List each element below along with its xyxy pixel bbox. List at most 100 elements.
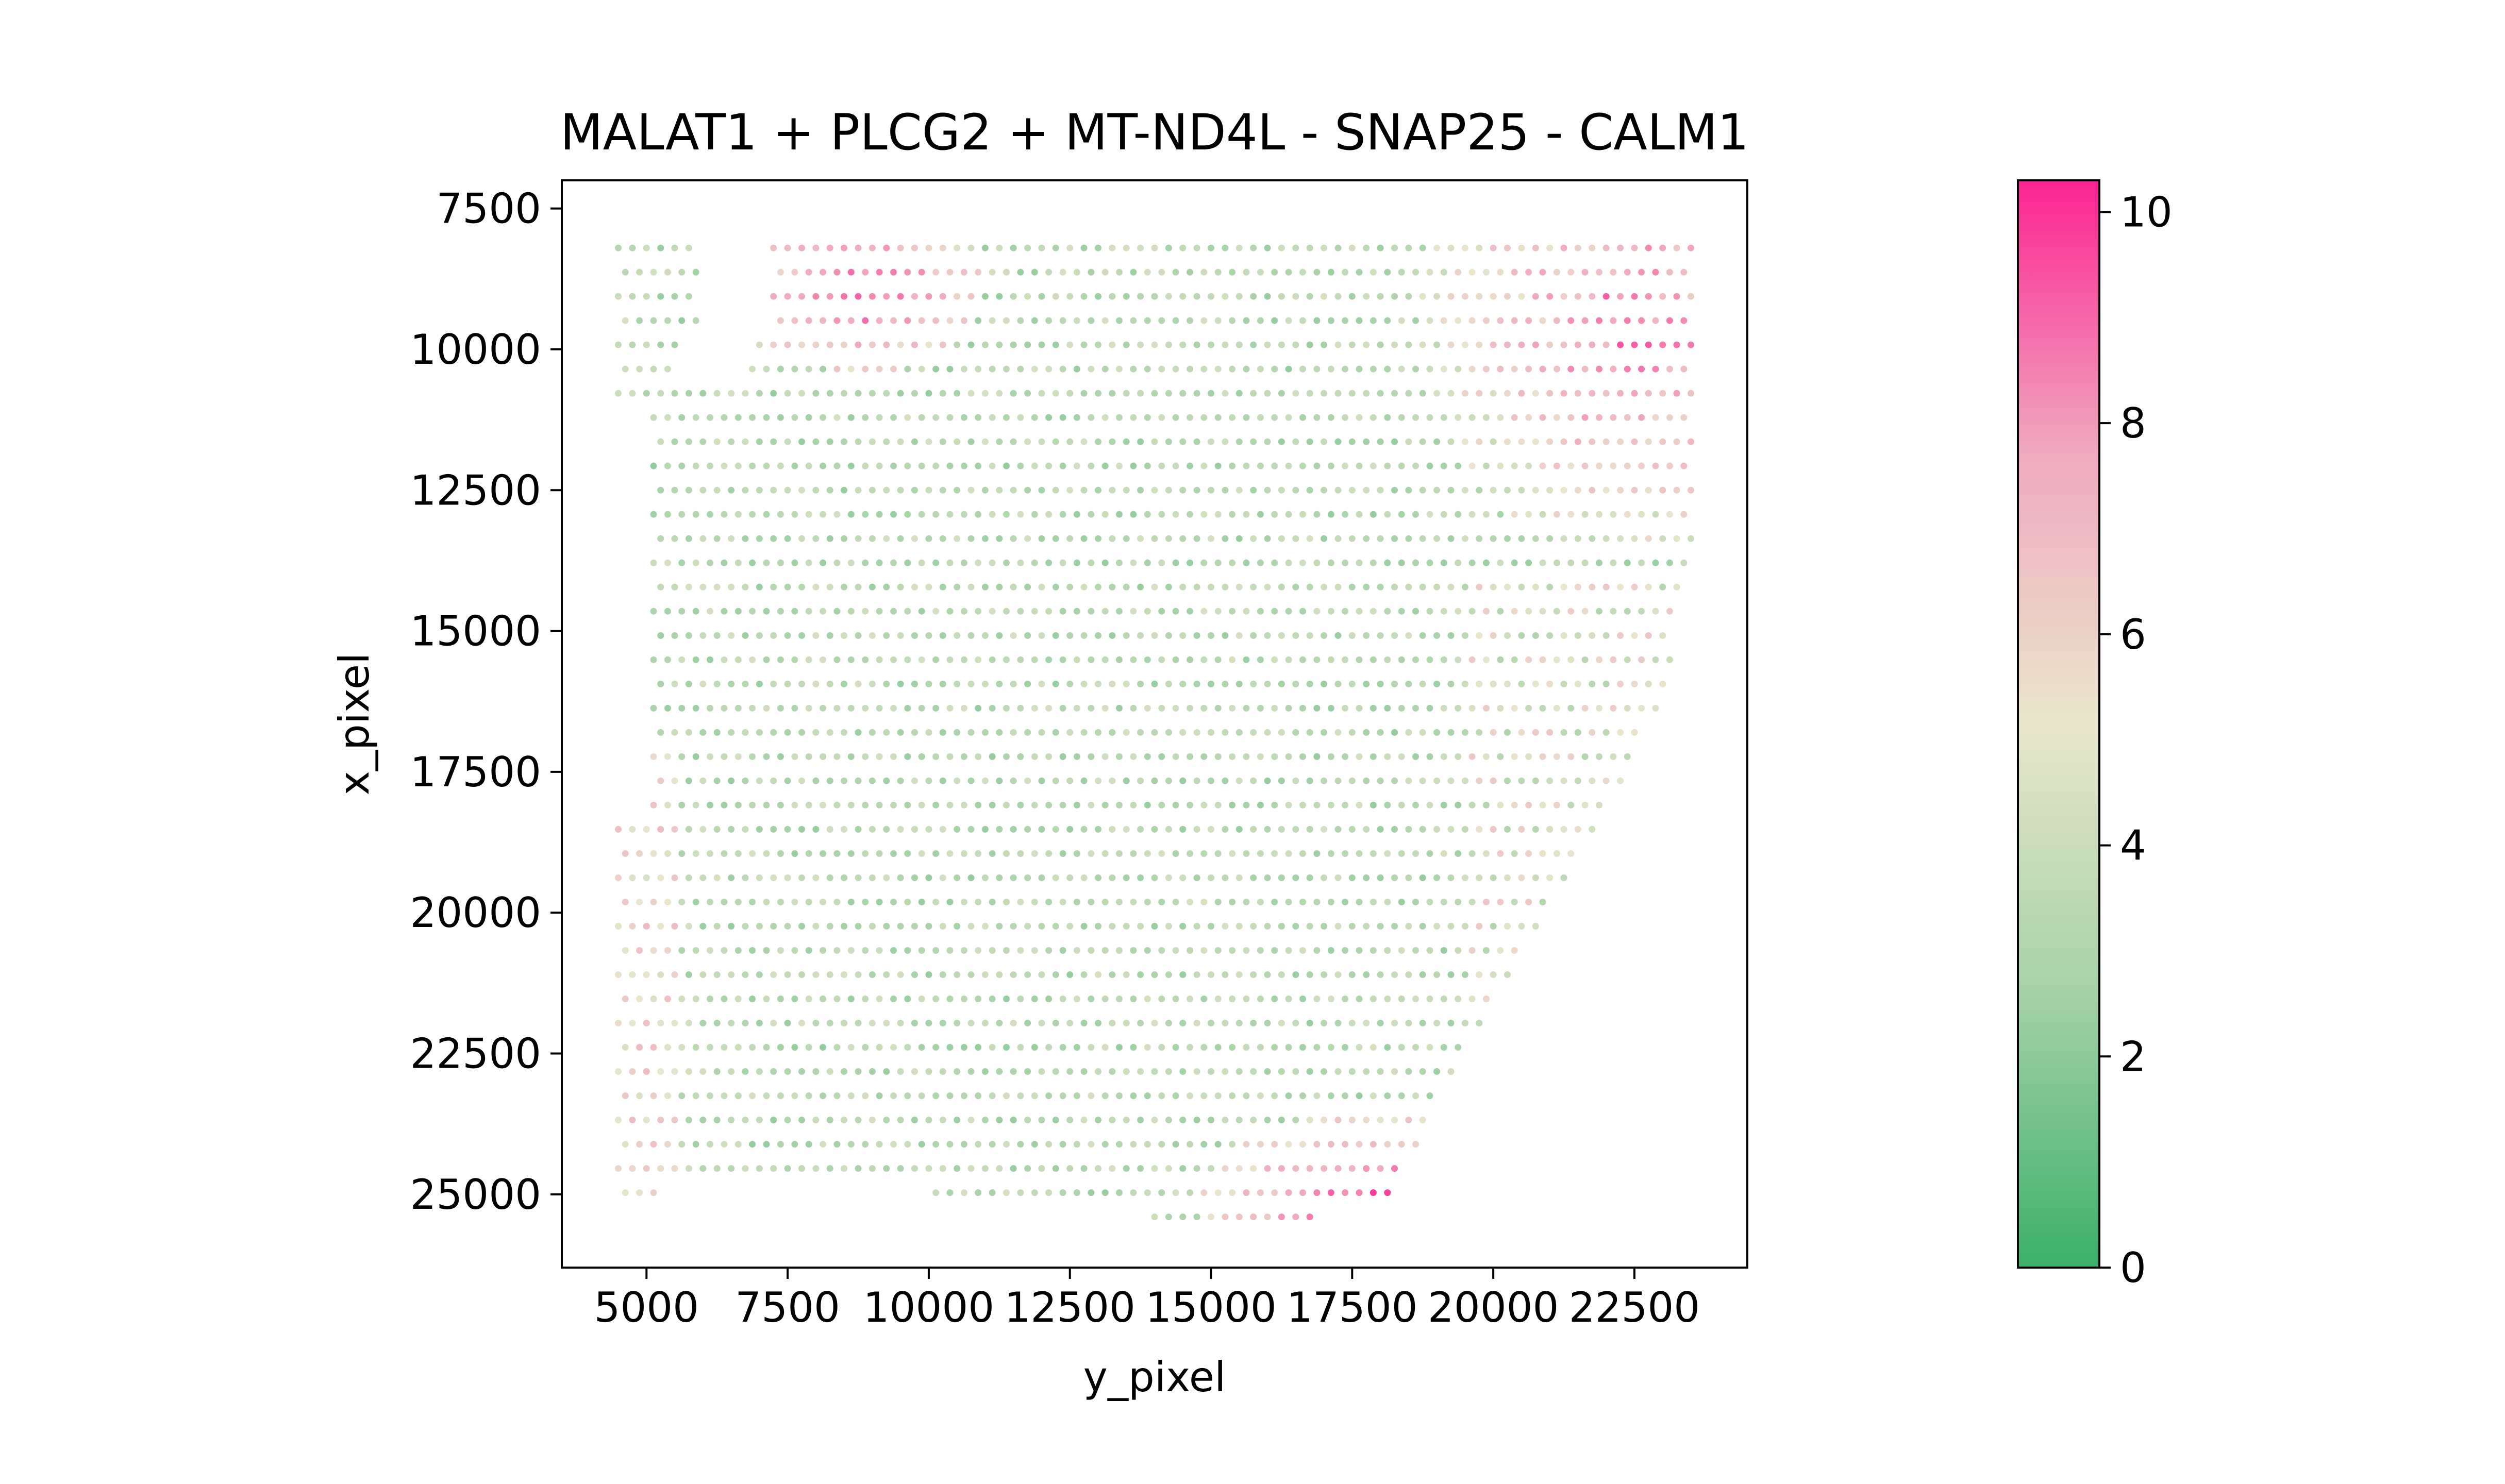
scatter-spot — [1003, 801, 1010, 808]
scatter-spot — [1426, 365, 1433, 373]
scatter-spot — [911, 1165, 918, 1172]
scatter-spot — [728, 874, 735, 881]
scatter-spot — [918, 559, 925, 566]
scatter-spot — [1052, 390, 1059, 397]
scatter-spot — [954, 632, 961, 639]
scatter-spot — [1511, 317, 1518, 324]
scatter-spot — [1574, 341, 1581, 348]
scatter-spot — [1306, 341, 1313, 348]
x-tick-label: 20000 — [1428, 1284, 1559, 1331]
scatter-spot — [1363, 874, 1370, 881]
scatter-spot — [897, 535, 904, 542]
scatter-spot — [1624, 704, 1631, 712]
scatter-spot — [932, 1141, 940, 1148]
scatter-spot — [1151, 535, 1158, 542]
scatter-spot — [1109, 535, 1116, 542]
scatter-spot — [1031, 1044, 1038, 1051]
scatter-spot — [1342, 656, 1349, 663]
scatter-spot — [1109, 874, 1116, 881]
scatter-spot — [699, 923, 707, 930]
scatter-spot — [1624, 753, 1631, 760]
scatter-spot — [918, 850, 925, 857]
plot-frame — [561, 179, 1748, 1269]
scatter-spot — [1193, 777, 1200, 784]
scatter-spot — [805, 511, 812, 518]
scatter-spot — [1652, 656, 1659, 663]
scatter-spot — [1292, 1165, 1299, 1172]
scatter-spot — [1652, 559, 1659, 566]
scatter-spot — [1158, 996, 1165, 1002]
scatter-spot — [1490, 971, 1497, 978]
scatter-spot — [1384, 462, 1391, 469]
scatter-spot — [1222, 729, 1229, 736]
scatter-spot — [805, 801, 812, 808]
scatter-spot — [1059, 1044, 1066, 1051]
scatter-spot — [650, 608, 657, 615]
scatter-spot — [1391, 825, 1398, 833]
scatter-spot — [1031, 414, 1038, 421]
scatter-spot — [1123, 390, 1130, 397]
scatter-spot — [671, 632, 678, 639]
scatter-spot — [1158, 317, 1165, 324]
scatter-spot — [1130, 1141, 1137, 1148]
scatter-spot — [770, 1117, 777, 1124]
scatter-spot — [812, 1117, 820, 1124]
scatter-spot — [1306, 971, 1313, 978]
scatter-spot — [975, 1189, 982, 1196]
scatter-spot — [911, 729, 918, 736]
scatter-spot — [939, 825, 946, 833]
scatter-spot — [1088, 850, 1095, 857]
scatter-spot — [678, 414, 686, 421]
scatter-spot — [1384, 704, 1391, 712]
scatter-spot — [1405, 729, 1412, 736]
scatter-spot — [1461, 632, 1468, 639]
scatter-spot — [1468, 268, 1476, 276]
scatter-spot — [1208, 632, 1214, 639]
scatter-spot — [1229, 268, 1236, 276]
scatter-spot — [1116, 996, 1123, 1002]
scatter-spot — [996, 729, 1003, 736]
scatter-spot — [1031, 365, 1038, 373]
scatter-spot — [1476, 535, 1483, 542]
scatter-spot — [1405, 777, 1412, 784]
scatter-spot — [1130, 850, 1137, 857]
scatter-spot — [1101, 511, 1109, 518]
scatter-spot — [812, 341, 820, 348]
scatter-spot — [713, 1068, 721, 1075]
scatter-spot — [1624, 462, 1631, 469]
scatter-spot — [1652, 704, 1659, 712]
scatter-spot — [1264, 923, 1271, 930]
scatter-spot — [784, 438, 791, 445]
scatter-spot — [890, 365, 897, 373]
scatter-spot — [1581, 268, 1589, 276]
scatter-spot — [728, 825, 735, 833]
scatter-spot — [862, 801, 869, 808]
scatter-spot — [1504, 341, 1511, 348]
scatter-spot — [1229, 947, 1236, 954]
scatter-spot — [1024, 583, 1031, 591]
scatter-spot — [939, 293, 946, 300]
scatter-spot — [636, 1044, 643, 1051]
scatter-spot — [685, 583, 692, 591]
scatter-spot — [1384, 414, 1391, 421]
scatter-spot — [1306, 293, 1313, 300]
scatter-spot — [1095, 438, 1101, 445]
scatter-spot — [1581, 462, 1589, 469]
scatter-spot — [805, 365, 812, 373]
scatter-spot — [1045, 656, 1053, 663]
scatter-spot — [1144, 414, 1151, 421]
scatter-spot — [954, 971, 961, 978]
scatter-spot — [629, 293, 636, 300]
scatter-spot — [1631, 293, 1638, 300]
scatter-spot — [1391, 1068, 1398, 1075]
scatter-spot — [1031, 1092, 1038, 1100]
scatter-spot — [805, 317, 812, 324]
scatter-spot — [685, 486, 692, 494]
scatter-spot — [1659, 680, 1666, 687]
scatter-spot — [756, 923, 763, 930]
scatter-spot — [1426, 1044, 1433, 1051]
scatter-spot — [1652, 414, 1659, 421]
scatter-spot — [721, 850, 728, 857]
scatter-spot — [981, 293, 989, 300]
scatter-spot — [1222, 1165, 1229, 1172]
